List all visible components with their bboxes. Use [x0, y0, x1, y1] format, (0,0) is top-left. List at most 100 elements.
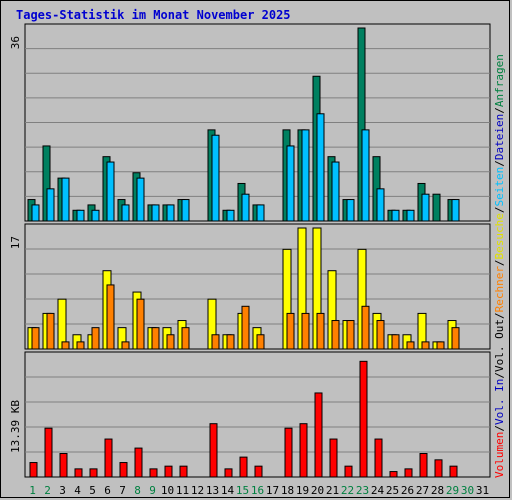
day-label: 28: [431, 484, 444, 497]
dateien-bar: [91, 209, 100, 222]
day-label: 27: [416, 484, 429, 497]
volumen-bar: [284, 427, 293, 478]
rechner-bar: [121, 341, 130, 350]
day-label: 26: [401, 484, 414, 497]
volumen-bar: [104, 438, 113, 478]
legend-item: /: [493, 372, 506, 379]
day-label: 18: [281, 484, 294, 497]
rechner-bar: [256, 334, 265, 350]
rechner-bar: [241, 305, 250, 350]
rechner-bar: [286, 312, 295, 350]
rechner-bar: [61, 341, 70, 350]
dateien-bar: [136, 177, 145, 222]
day-label: 2: [44, 484, 51, 497]
rechner-bar: [361, 305, 370, 350]
legend-item: Rechner: [493, 266, 506, 313]
rechner-bar: [376, 320, 385, 350]
volumen-bar: [449, 465, 458, 478]
volumen-bar: [59, 453, 68, 478]
volumen-bar: [164, 465, 173, 478]
rechner-bar: [316, 312, 325, 350]
day-label: 23: [356, 484, 369, 497]
dateien-bar: [346, 199, 355, 222]
rechner-bar: [91, 327, 100, 350]
day-label: 10: [161, 484, 174, 497]
dateien-bar: [376, 188, 385, 222]
volumen-bar: [89, 468, 98, 478]
day-label: 14: [221, 484, 235, 497]
day-label: 15: [236, 484, 249, 497]
dateien-bar: [76, 209, 85, 222]
legend-item: /: [493, 107, 506, 114]
rechner-bar: [226, 334, 235, 350]
day-label: 3: [59, 484, 66, 497]
day-label: 22: [341, 484, 354, 497]
legend-item: /: [493, 425, 506, 432]
rechner-bar: [181, 327, 190, 350]
rechner-bar: [76, 341, 85, 350]
volumen-bar: [239, 456, 248, 478]
volumen-bar: [29, 462, 38, 478]
bars-group: [27, 27, 460, 478]
volumen-bar: [374, 438, 383, 478]
legend-item: Besuche: [493, 213, 506, 259]
dateien-bar: [151, 204, 160, 222]
volumen-bar: [254, 465, 263, 478]
rechner-bar: [106, 284, 115, 350]
day-label: 4: [74, 484, 81, 497]
panel-frame: [24, 351, 491, 478]
legend-item: /: [493, 160, 506, 167]
day-label: 21: [326, 484, 339, 497]
day-label: 7: [119, 484, 126, 497]
day-label: 16: [251, 484, 264, 497]
dateien-bar: [106, 161, 115, 222]
day-label: 30: [461, 484, 474, 497]
volumen-bar: [149, 468, 158, 478]
legend-item: /: [493, 206, 506, 213]
volumen-bar: [434, 459, 443, 478]
dateien-bar: [331, 161, 340, 222]
day-label: 12: [191, 484, 204, 497]
day-label: 13: [206, 484, 219, 497]
volumen-bar: [404, 468, 413, 478]
dateien-bar: [46, 188, 55, 222]
series-legend: Volumen/Vol. In/Vol. Out/Rechner/Besuche…: [493, 54, 506, 478]
rechner-bar: [436, 341, 445, 350]
volumen-bar: [299, 423, 308, 478]
volumen-bar: [359, 360, 368, 478]
day-label: 17: [266, 484, 279, 497]
day-label: 1: [29, 484, 36, 497]
volumen-bar: [209, 423, 218, 478]
rechner-bar: [346, 320, 355, 350]
dateien-bar: [316, 113, 325, 222]
dateien-bar: [256, 204, 265, 222]
day-label: 19: [296, 484, 309, 497]
day-label: 9: [149, 484, 156, 497]
day-label: 6: [104, 484, 111, 497]
volumen-bar: [44, 427, 53, 478]
dateien-bar: [31, 204, 40, 222]
rechner-bar: [166, 334, 175, 350]
middle-panel-max-label: 17: [9, 236, 22, 249]
volumen-bar: [329, 438, 338, 478]
rechner-bar: [421, 341, 430, 350]
volumen-bar: [134, 447, 143, 478]
rechner-bar: [301, 312, 310, 350]
rechner-bar: [136, 298, 145, 350]
dateien-bar: [451, 199, 460, 222]
rechner-bar: [451, 327, 460, 350]
rechner-bar: [331, 320, 340, 350]
dateien-bar: [61, 177, 70, 222]
rechner-bar: [406, 341, 415, 350]
legend-item: Vol. Out: [493, 319, 506, 372]
volumen-bar: [179, 465, 188, 478]
volumen-bar: [224, 468, 233, 478]
volumen-bar: [389, 471, 398, 478]
legend-item: Anfragen: [493, 54, 506, 107]
rechner-bar: [391, 334, 400, 350]
day-label: 20: [311, 484, 324, 497]
day-label: 29: [446, 484, 459, 497]
plot-panels: [24, 23, 491, 478]
